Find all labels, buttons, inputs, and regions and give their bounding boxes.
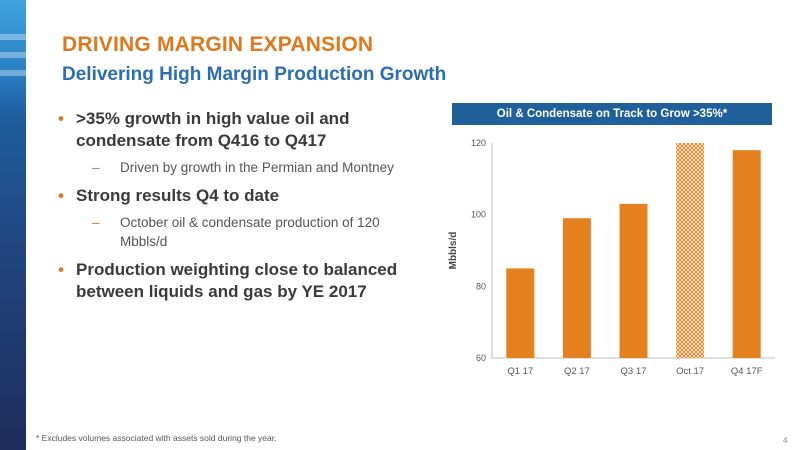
y-axis-label: Mbbls/d	[448, 232, 459, 270]
bar	[732, 150, 761, 358]
sub-bullet-dash: –	[92, 160, 100, 175]
slide-subtitle: Delivering High Margin Production Growth	[62, 64, 447, 85]
bullet-text: Production weighting close to balanced b…	[76, 260, 398, 301]
sub-bullet-text: October oil & condensate production of 1…	[120, 215, 380, 249]
bar	[619, 203, 648, 358]
sub-bullet-dash: –	[92, 215, 100, 230]
bullet-text: Strong results Q4 to date	[76, 186, 280, 205]
sub-bullet: – Driven by growth in the Permian and Mo…	[92, 158, 418, 177]
sub-bullet: – October oil & condensate production of…	[92, 213, 418, 251]
bullet-list: • >35% growth in high value oil and cond…	[58, 108, 418, 309]
bar	[506, 268, 535, 358]
chart-title: Oil & Condensate on Track to Grow >35%*	[496, 108, 728, 120]
x-tick-label: Q1 17	[507, 366, 533, 377]
strip-stripe	[0, 70, 26, 76]
x-tick-label: Q3 17	[621, 366, 647, 377]
sub-bullet-text: Driven by growth in the Permian and Mont…	[120, 160, 394, 175]
bar-chart: 60 80 100 120 Mbbls/d Q1 17 Q2 17 Q3 17 Oct 17 Q4…	[448, 138, 775, 377]
y-tick-label: 80	[476, 281, 486, 291]
y-tick-label: 100	[471, 210, 486, 220]
strip-stripe	[0, 34, 26, 40]
x-tick-label: Q4 17F	[731, 366, 763, 377]
bullet-dot: •	[58, 109, 64, 128]
x-tick-label: Oct 17	[676, 366, 704, 377]
chart-title-bar: Oil & Condensate on Track to Grow >35%*	[452, 103, 772, 125]
y-tick-label: 120	[471, 138, 486, 148]
bar	[562, 218, 591, 358]
slide-title: DRIVING MARGIN EXPANSION	[62, 33, 374, 56]
bullet-item: • Production weighting close to balanced…	[58, 259, 418, 303]
strip-stripe	[0, 52, 26, 58]
bullet-item: • >35% growth in high value oil and cond…	[58, 108, 418, 177]
y-tick-label: 60	[476, 353, 486, 363]
bullet-item: • Strong results Q4 to date – October oi…	[58, 185, 418, 251]
page-number: 4	[783, 436, 788, 445]
bullet-dot: •	[58, 260, 64, 279]
bullet-dot: •	[58, 186, 64, 205]
side-accent-strip	[0, 0, 26, 450]
bullet-text: >35% growth in high value oil and conden…	[76, 109, 350, 150]
bar	[676, 143, 705, 358]
x-tick-label: Q2 17	[564, 366, 590, 377]
footnote: * Excludes volumes associated with asset…	[36, 433, 277, 443]
